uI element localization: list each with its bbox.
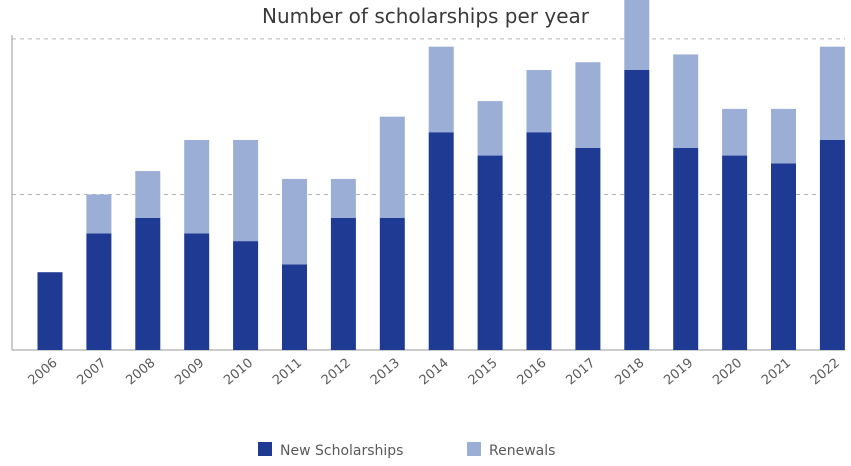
bar-renewals-2016 (526, 70, 552, 133)
bar-renewals-2014 (428, 46, 454, 133)
bar-new-scholarships-2009 (184, 233, 210, 350)
x-tick-label: 2015 (466, 356, 501, 389)
x-tick-label: 2011 (270, 356, 305, 389)
bar-renewals-2022 (819, 46, 845, 140)
bar-new-scholarships-2013 (379, 217, 405, 350)
bar-renewals-2011 (282, 178, 307, 265)
legend-label-new-scholarships: New Scholarships (280, 443, 403, 459)
bar-new-scholarships-2008 (135, 217, 161, 350)
x-tick-label: 2006 (26, 356, 61, 389)
bar-new-scholarships-2019 (673, 147, 699, 350)
bar-new-scholarships-2022 (819, 140, 845, 350)
bar-new-scholarships-2010 (233, 241, 259, 350)
bar-renewals-2007 (86, 194, 112, 234)
x-tick-label: 2020 (710, 356, 745, 389)
bars (37, 0, 845, 350)
chart-title: Number of scholarships per year (261, 4, 590, 28)
bar-new-scholarships-2017 (575, 147, 601, 350)
bar-new-scholarships-2014 (428, 132, 454, 350)
x-tick-label: 2013 (368, 356, 403, 389)
x-tick-label: 2008 (123, 356, 158, 389)
bar-renewals-2010 (233, 140, 259, 242)
legend: New Scholarships Renewals (258, 442, 555, 459)
x-tick-label: 2022 (808, 356, 843, 389)
x-tick-label: 2014 (417, 356, 452, 389)
bar-renewals-2019 (673, 54, 699, 148)
x-tick-label: 2007 (74, 356, 109, 389)
bar-new-scholarships-2018 (624, 70, 650, 350)
legend-swatch-new-scholarships (258, 442, 272, 456)
bar-renewals-2021 (771, 108, 796, 164)
legend-label-renewals: Renewals (489, 443, 555, 459)
x-tick-label: 2009 (172, 356, 207, 389)
x-tick-label: 2016 (515, 356, 550, 389)
x-tick-label: 2010 (221, 356, 256, 389)
bar-new-scholarships-2007 (86, 233, 112, 350)
bar-renewals-2008 (135, 171, 161, 218)
bar-new-scholarships-2006 (37, 272, 63, 350)
x-tick-label: 2021 (759, 356, 794, 389)
bar-new-scholarships-2021 (771, 163, 796, 350)
bar-renewals-2009 (184, 140, 210, 234)
bar-new-scholarships-2012 (330, 217, 356, 350)
x-tick-label: 2019 (661, 356, 696, 389)
x-tick-labels: 2006 2007 2008 2009 2010 2011 2012 2013 2014 2015… (26, 356, 843, 389)
bar-new-scholarships-2011 (282, 264, 307, 350)
bar-new-scholarships-2020 (722, 155, 748, 350)
legend-swatch-renewals (467, 442, 481, 456)
bar-renewals-2015 (477, 101, 503, 156)
bar-renewals-2020 (722, 108, 748, 156)
x-tick-label: 2017 (563, 356, 598, 389)
bar-renewals-2013 (379, 116, 405, 218)
bar-renewals-2018 (624, 0, 650, 70)
bar-new-scholarships-2015 (477, 155, 503, 350)
x-tick-label: 2018 (612, 356, 647, 389)
bar-renewals-2017 (575, 62, 601, 148)
x-tick-label: 2012 (319, 356, 354, 389)
bar-renewals-2012 (330, 178, 356, 218)
bar-new-scholarships-2016 (526, 132, 552, 350)
